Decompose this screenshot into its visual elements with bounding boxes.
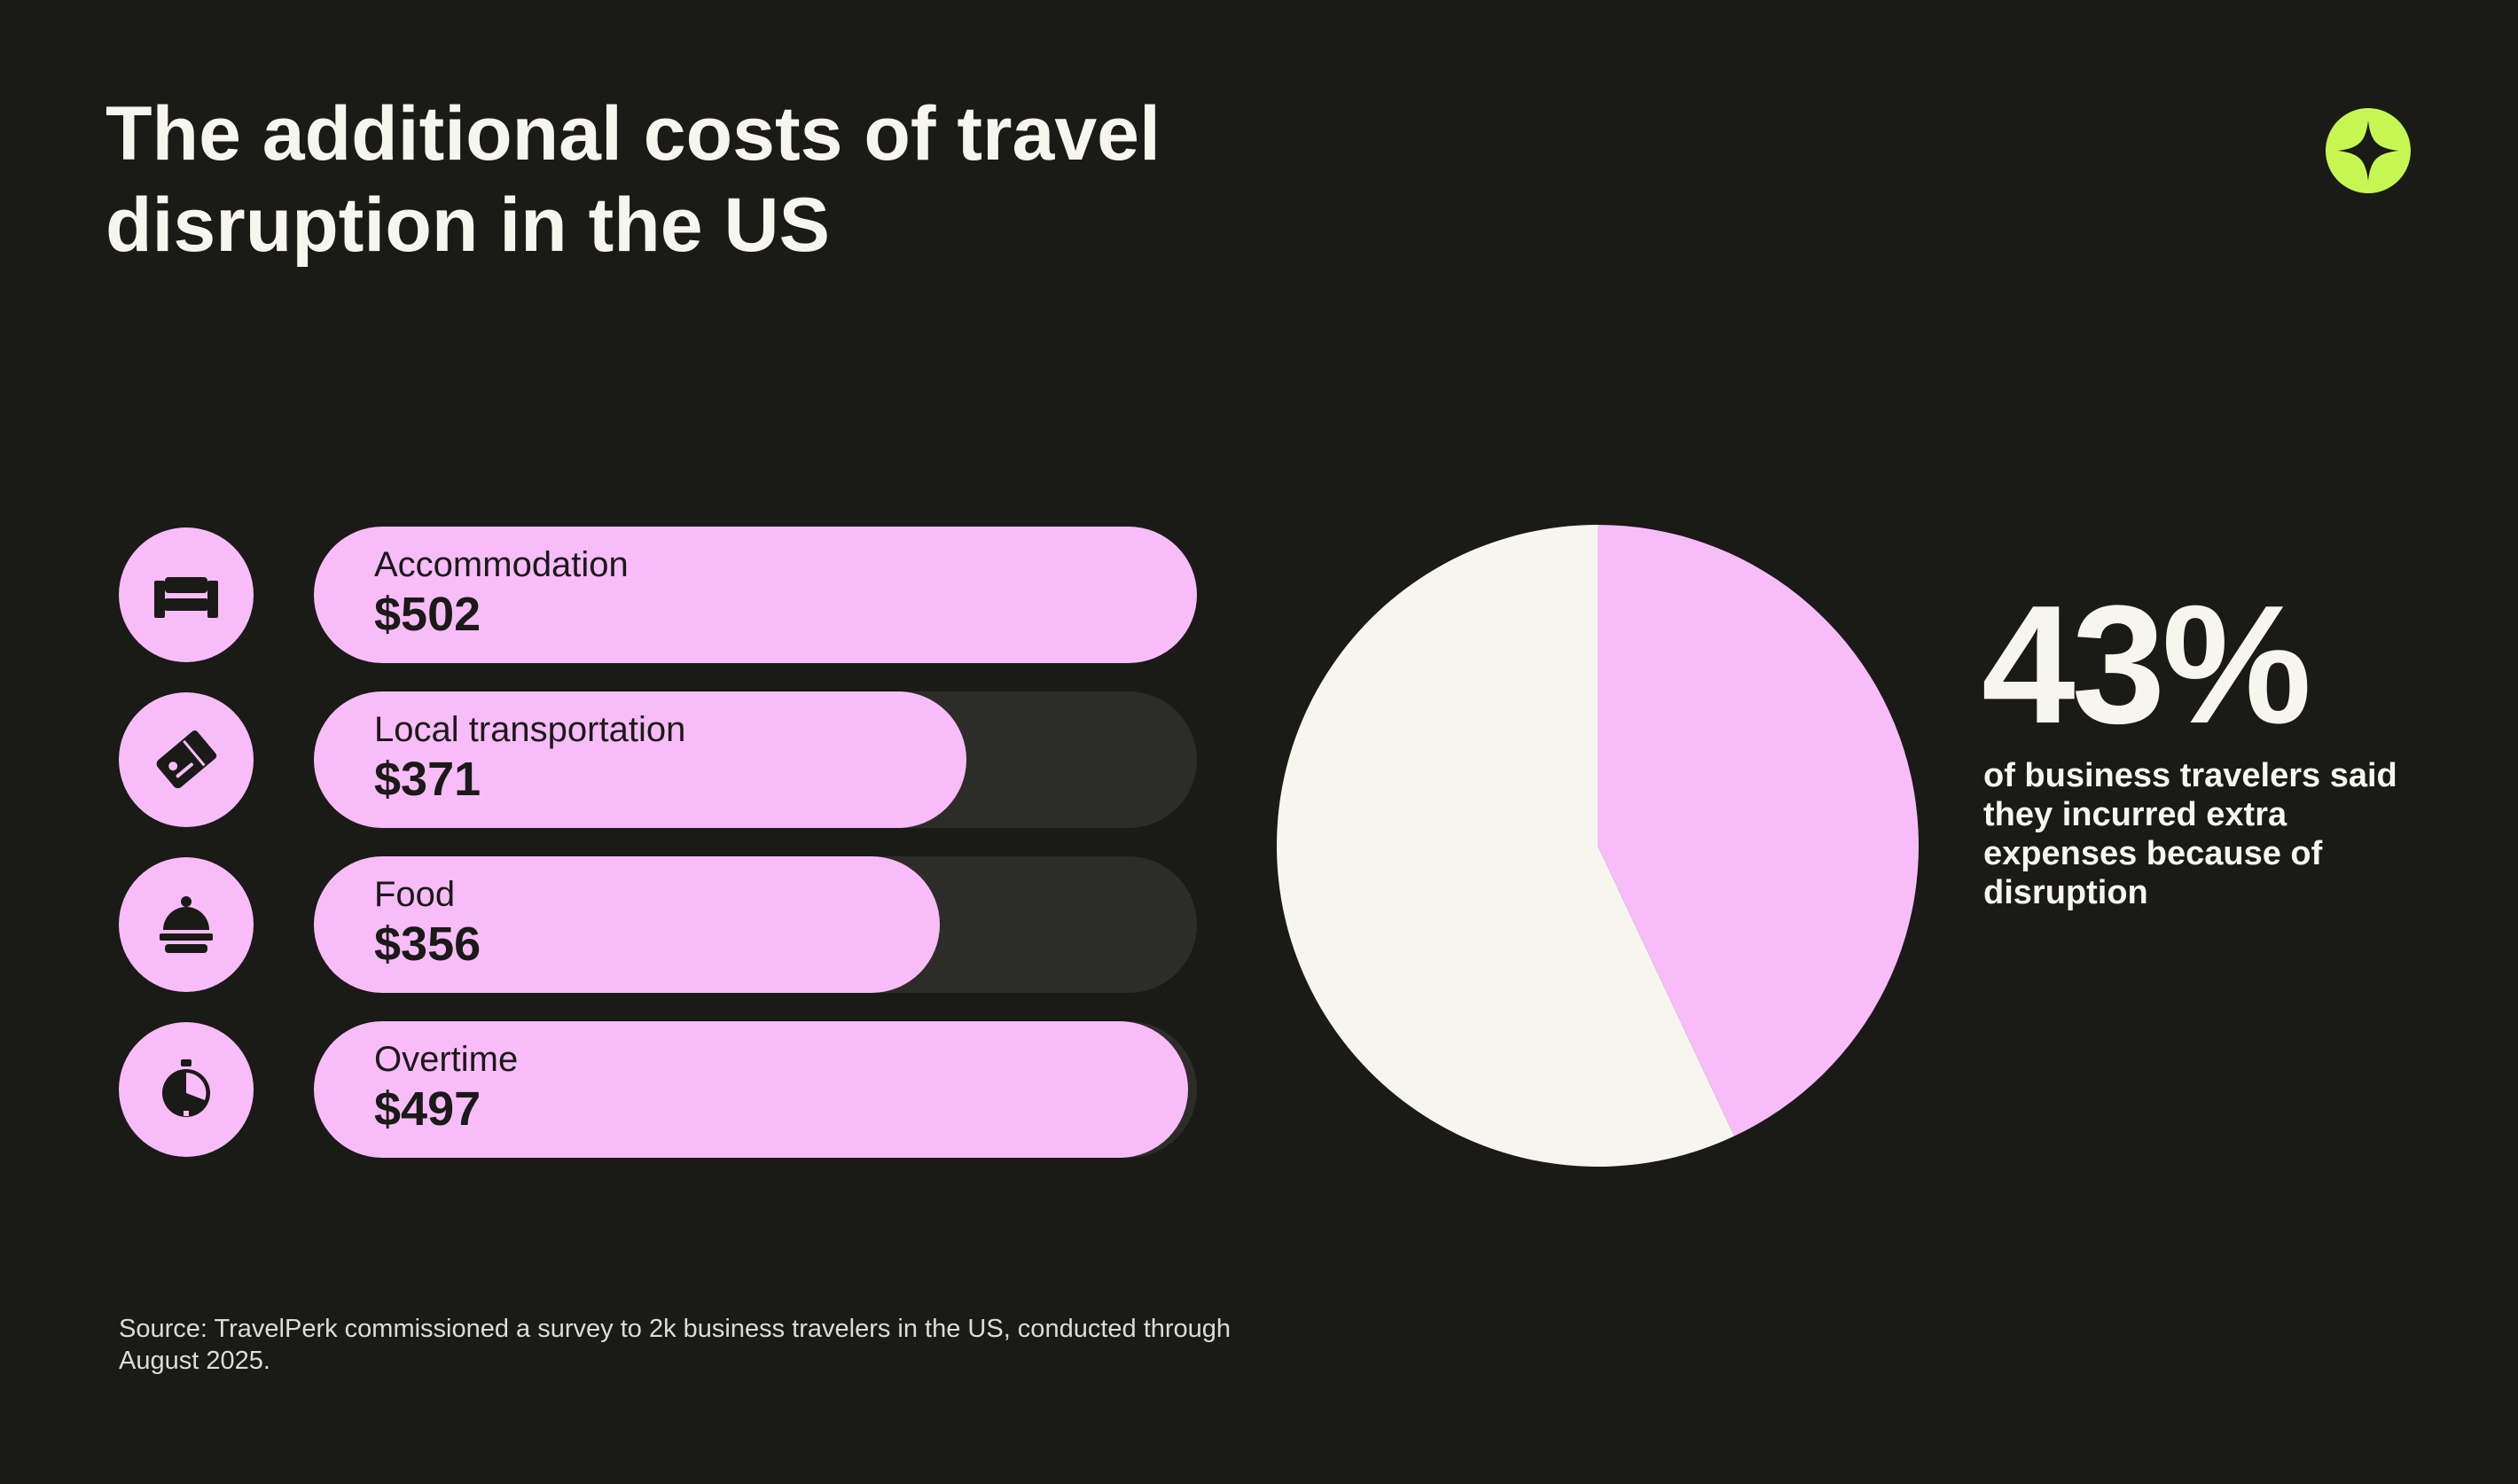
bar-value: $497 xyxy=(374,1082,481,1136)
cloche-icon xyxy=(119,857,254,992)
ticket-icon xyxy=(119,692,254,827)
bar-value: $356 xyxy=(374,918,481,971)
bar-track: Local transportation $371 xyxy=(314,691,1197,828)
pie-percent-label: 43% xyxy=(1982,571,2311,759)
bar-fill xyxy=(314,691,967,828)
travelperk-plus-icon xyxy=(2326,108,2411,193)
source-note: Source: TravelPerk commissioned a survey… xyxy=(119,1315,1232,1375)
bar-value: $502 xyxy=(374,588,481,641)
bar-track: Overtime $497 xyxy=(314,1021,1197,1158)
bar-label: Food xyxy=(374,875,456,914)
bar-fill xyxy=(314,527,1197,663)
bar-row-local-transportation: Local transportation $371 xyxy=(0,691,1206,828)
pie-caption: of business travelers said they incurred… xyxy=(1983,757,2397,911)
bar-row-overtime: Overtime $497 xyxy=(0,1021,1206,1158)
bed-icon xyxy=(119,527,254,662)
disruption-pie-chart xyxy=(1277,525,1919,1167)
bar-value: $371 xyxy=(374,753,481,806)
bar-fill xyxy=(314,1021,1189,1158)
bar-fill xyxy=(314,856,941,993)
bar-label: Accommodation xyxy=(374,545,629,584)
bar-label: Overtime xyxy=(374,1040,519,1079)
pie-slice-rest xyxy=(1277,525,1735,1167)
bar-row-food: Food $356 xyxy=(0,856,1206,993)
bar-row-accommodation: Accommodation $502 xyxy=(0,527,1206,663)
chart-title: The additional costs of travel disruptio… xyxy=(106,91,1161,268)
bar-label: Local transportation xyxy=(374,710,686,749)
stopwatch-icon xyxy=(119,1022,254,1157)
bar-track: Accommodation $502 xyxy=(314,527,1197,663)
pie-slice-share xyxy=(1598,525,1919,1136)
bar-track: Food $356 xyxy=(314,856,1197,993)
